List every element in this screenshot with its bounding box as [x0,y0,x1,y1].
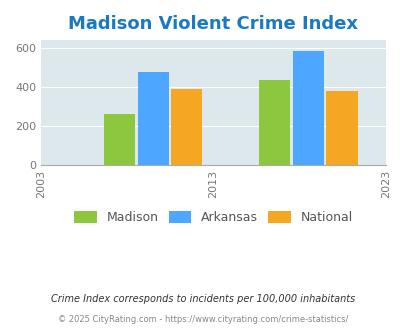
Bar [137,72,168,165]
Bar [326,91,357,165]
Bar [104,114,135,165]
Bar [171,89,202,165]
Text: Crime Index corresponds to incidents per 100,000 inhabitants: Crime Index corresponds to incidents per… [51,294,354,304]
Legend: Madison, Arkansas, National: Madison, Arkansas, National [69,206,357,229]
Title: Madison Violent Crime Index: Madison Violent Crime Index [68,15,358,33]
Bar [292,51,323,165]
Bar [258,80,290,165]
Text: © 2025 CityRating.com - https://www.cityrating.com/crime-statistics/: © 2025 CityRating.com - https://www.city… [58,315,347,324]
